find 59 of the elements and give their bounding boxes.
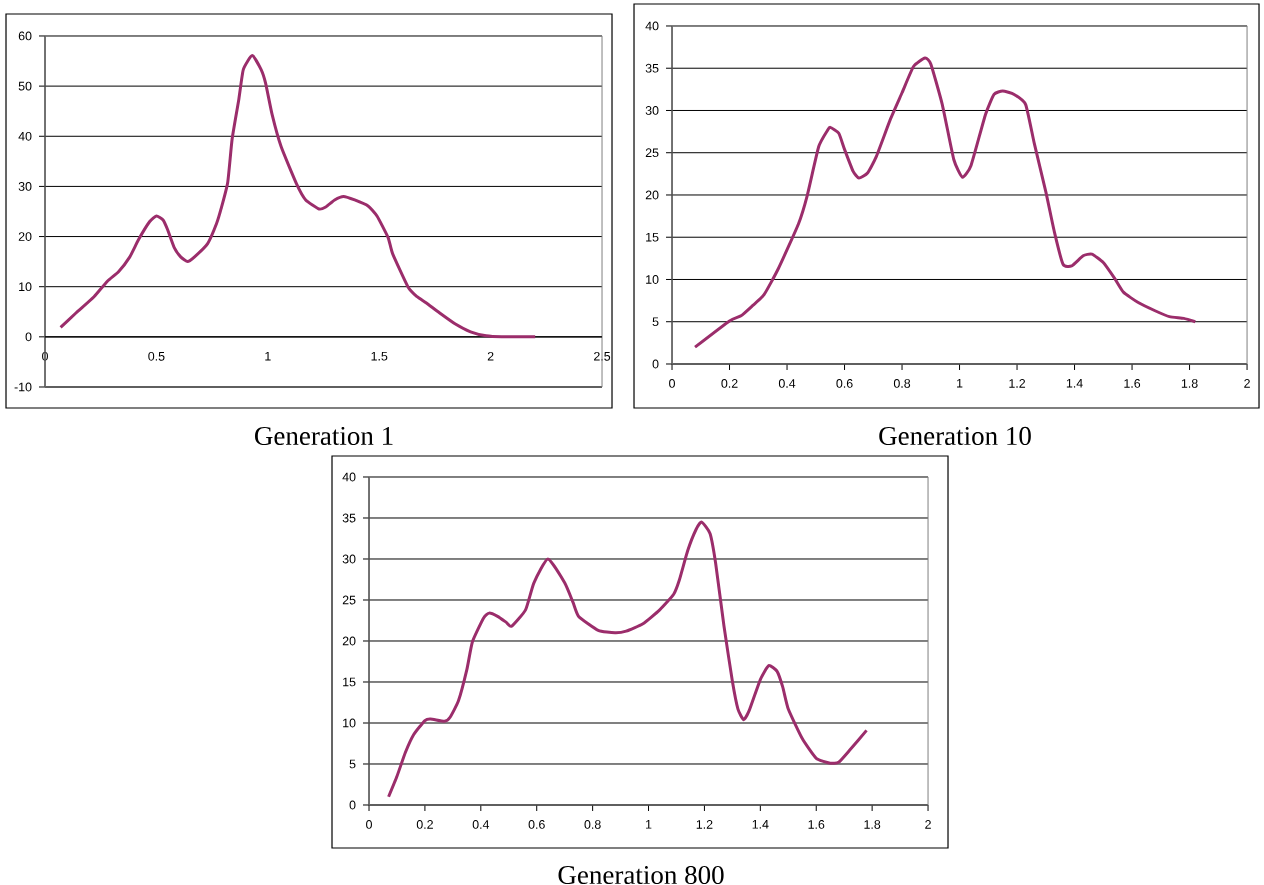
y-tick-label: 35: [342, 513, 356, 523]
y-tick-label: 20: [645, 190, 659, 200]
y-tick-label: 5: [349, 759, 356, 769]
y-tick-label: 15: [646, 232, 659, 242]
x-tick-label: 2: [487, 351, 494, 361]
x-tick-label: 0.8: [584, 820, 601, 829]
x-tick-label: 2: [1244, 379, 1250, 388]
line-series: [693, 56, 1197, 349]
y-tick-label: 10: [646, 275, 659, 284]
y-tick-label: 10: [343, 718, 356, 728]
y-tick-label: 40: [342, 472, 356, 482]
text: Generation 800: [558, 865, 724, 885]
x-tick-label: 2: [925, 820, 931, 829]
y-tick-label: 10: [19, 282, 32, 292]
y-tick-label: -10: [14, 382, 32, 392]
text: Generation 10: [879, 426, 1031, 446]
y-tick-label: 30: [18, 182, 32, 191]
y-tick-label: 15: [343, 677, 356, 687]
y-tick-label: 50: [18, 81, 32, 91]
y-tick-label: 0: [349, 800, 356, 810]
x-tick-label: 1.2: [1009, 379, 1026, 388]
x-tick-label: 0.6: [528, 820, 545, 829]
x-tick-label: 0.6: [836, 379, 853, 388]
x-tick-label: 1: [265, 351, 271, 361]
x-tick-label: 1.6: [1124, 379, 1141, 388]
x-tick-label: 1.8: [864, 820, 881, 829]
y-tick-label: 40: [645, 21, 659, 31]
x-tick-label: 0.4: [778, 379, 796, 388]
line-series: [387, 520, 869, 799]
y-tick-label: 35: [645, 63, 659, 73]
x-tick-label: 0.2: [721, 379, 738, 388]
y-tick-label: 20: [342, 636, 356, 646]
y-tick-label: 40: [18, 131, 32, 141]
x-tick-label: 1: [646, 820, 652, 829]
y-tick-label: 20: [18, 232, 32, 241]
line-series: [59, 54, 537, 339]
x-tick-label: 1.4: [752, 820, 769, 829]
x-tick-label: 0.5: [148, 351, 165, 361]
y-tick-label: 30: [342, 554, 356, 564]
x-tick-label: 0: [366, 820, 372, 829]
y-tick-label: 25: [342, 595, 356, 605]
y-tick-label: 25: [645, 148, 659, 158]
x-tick-label: 1.4: [1066, 379, 1083, 388]
y-tick-label: 5: [652, 317, 659, 327]
y-tick-label: 0: [652, 359, 659, 369]
x-tick-label: 0.4: [472, 820, 490, 829]
x-tick-label: 0: [669, 379, 675, 388]
x-tick-label: 1.8: [1181, 379, 1198, 388]
x-tick-label: 1: [957, 379, 963, 388]
y-tick-label: 30: [645, 106, 659, 115]
text: Generation 1: [255, 426, 393, 446]
y-tick-label: 0: [25, 332, 32, 342]
y-tick-label: 60: [18, 31, 32, 41]
x-tick-label: 0.2: [416, 820, 433, 829]
x-tick-label: 2.5: [594, 351, 611, 361]
x-tick-label: 1.5: [371, 351, 388, 361]
x-tick-label: 1.2: [696, 820, 713, 829]
x-tick-label: 0.8: [893, 379, 911, 388]
x-tick-label: 1.6: [808, 820, 825, 829]
